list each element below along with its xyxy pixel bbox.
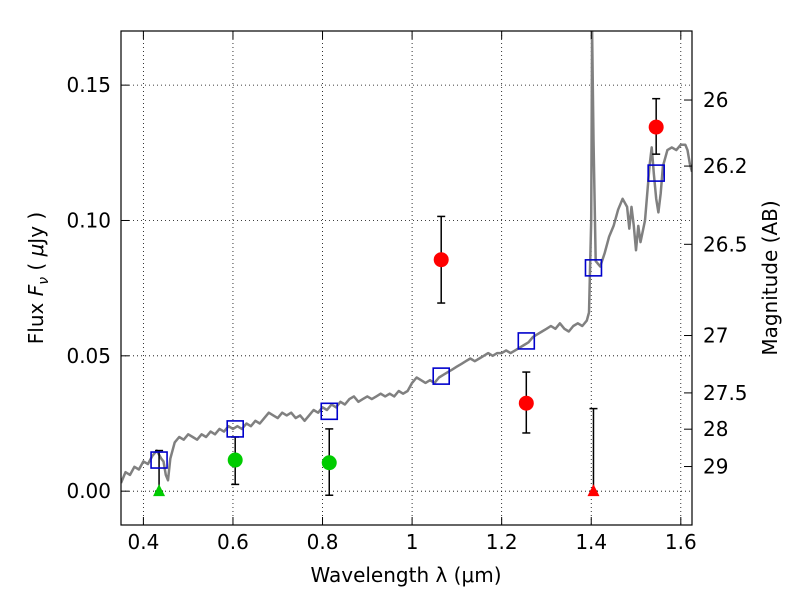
model-photometry-marker — [150, 451, 168, 469]
y-axis-title-prefix: Flux — [24, 296, 48, 344]
y-axis-title-mu: μ — [24, 244, 48, 258]
model-photometry-marker — [517, 332, 536, 350]
y-tick-label: 0.05 — [66, 344, 111, 368]
x-tick-label: 0.4 — [127, 530, 159, 554]
y-axis-title-subscript: ν — [36, 277, 52, 285]
y-tick-label: 0.00 — [66, 479, 111, 503]
y-tick-label: 0.10 — [66, 208, 111, 232]
data-layer — [121, 31, 692, 497]
y2-tick-label: 29 — [703, 455, 728, 479]
y2-tick-label: 26.2 — [703, 154, 748, 178]
model-photometry-marker — [320, 402, 339, 421]
y-axis-title: Flux Fν ( μJy ) — [24, 212, 52, 344]
detection-marker — [648, 119, 664, 135]
y2-tick-label: 26.5 — [703, 232, 748, 256]
x-tick-label: 1.4 — [575, 530, 607, 554]
detection-marker — [518, 395, 534, 411]
plot-border — [120, 30, 693, 526]
y-tick-label: 0.15 — [66, 73, 111, 97]
y2-axis-title: Magnitude (AB) — [758, 200, 782, 355]
model-photometry-marker — [432, 367, 451, 385]
detection-marker — [433, 252, 449, 268]
y-axis-title-open: ( — [24, 256, 48, 277]
plot-frame — [121, 31, 692, 525]
green-point-marker — [321, 455, 337, 471]
x-tick-label: 1 — [406, 530, 419, 554]
x-axis-title: Wavelength λ (μm) — [310, 563, 501, 587]
y2-tick-label: 27.5 — [703, 381, 748, 405]
clipped-data — [121, 31, 692, 497]
y2-tick-label: 26 — [703, 88, 728, 112]
green-point-marker — [227, 452, 243, 468]
upper-limit-triangle — [587, 484, 600, 497]
x-tick-label: 1.6 — [665, 530, 697, 554]
y-axis-title-symbol: F — [24, 284, 48, 296]
y2-tick-label: 28 — [703, 417, 728, 441]
model-photometry-marker — [647, 164, 665, 182]
model-photometry-marker — [226, 420, 244, 438]
model-photometry-marker — [584, 259, 603, 277]
model-spectrum-line — [121, 31, 692, 484]
x-tick-label: 0.6 — [217, 530, 249, 554]
upper-limit-triangle — [153, 484, 166, 497]
x-tick-label: 1.2 — [486, 530, 518, 554]
x-tick-label: 0.8 — [307, 530, 339, 554]
y-axis-title-unit: Jy ) — [24, 212, 48, 246]
plot-area — [121, 31, 692, 525]
axis-ticks: 0.4 0.6 0.8 1 1.2 1.4 1.6 0.00 0.05 0.10 0.15 26 26.… — [66, 31, 748, 554]
y2-tick-label: 27 — [703, 324, 728, 348]
